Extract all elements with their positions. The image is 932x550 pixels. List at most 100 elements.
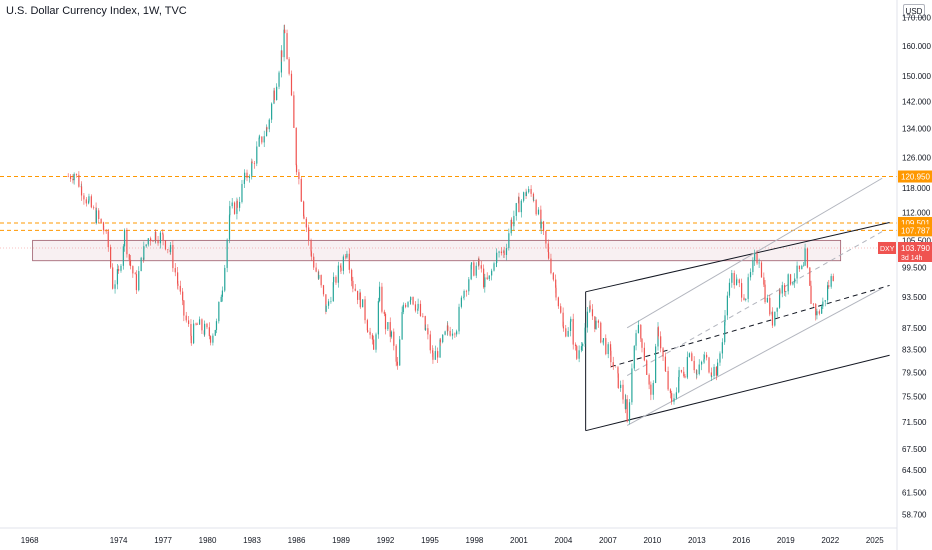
- y-tick-label: 58.700: [902, 510, 927, 519]
- zone-rect: [32, 239, 842, 262]
- candle-body: [417, 303, 419, 309]
- candle-body: [198, 319, 201, 325]
- candle-body: [129, 259, 132, 267]
- candle-body: [719, 353, 721, 363]
- candle-body: [209, 336, 212, 343]
- candle-body: [447, 325, 449, 331]
- candle-body: [286, 33, 288, 60]
- candle-body: [162, 232, 164, 235]
- candle-body: [686, 356, 688, 378]
- candle-body: [258, 136, 261, 138]
- candle-body: [794, 278, 796, 283]
- candle-body: [572, 318, 574, 345]
- candle-body: [208, 327, 210, 337]
- candle-body: [300, 179, 302, 202]
- candle-body: [145, 244, 147, 247]
- trendline: [626, 231, 883, 376]
- candle-body: [412, 296, 414, 305]
- candle-body: [123, 229, 126, 247]
- candle-body: [244, 172, 246, 180]
- candle-body: [552, 273, 554, 280]
- y-tick-label: 126.000: [902, 153, 931, 162]
- candle-body: [73, 173, 75, 181]
- level-label: 120.950: [901, 173, 930, 182]
- candle-body: [246, 172, 248, 178]
- candle-body: [256, 146, 258, 164]
- candle-body: [688, 353, 691, 357]
- candle-body: [804, 248, 806, 266]
- trendline: [585, 354, 890, 432]
- candle-body: [724, 321, 726, 343]
- candle-body: [118, 269, 120, 271]
- candle-body: [671, 393, 673, 402]
- candle-body: [747, 277, 749, 299]
- candle-body: [584, 327, 586, 344]
- candle-body: [88, 200, 90, 204]
- candle-body: [667, 371, 669, 390]
- candle-body: [427, 328, 429, 335]
- candle-body: [377, 301, 379, 335]
- candle-body: [69, 176, 72, 179]
- candle-body: [231, 202, 233, 207]
- candle-body: [505, 248, 508, 255]
- candle-body: [648, 374, 650, 385]
- candle-body: [432, 352, 434, 360]
- candle-body: [362, 299, 364, 308]
- candle-body: [756, 253, 758, 264]
- candle-body: [460, 297, 462, 307]
- candle-body: [478, 258, 480, 266]
- candle-body: [315, 267, 317, 272]
- candle-body: [424, 328, 427, 330]
- x-tick-label: 2010: [643, 536, 661, 545]
- candle-body: [560, 306, 562, 313]
- candle-body: [332, 282, 334, 302]
- candle-body: [508, 233, 510, 249]
- candle-body: [195, 323, 197, 325]
- candle-body: [193, 323, 195, 344]
- y-tick-label: 160.000: [902, 42, 931, 51]
- candle-body: [594, 316, 596, 329]
- y-tick-label: 93.500: [902, 293, 927, 302]
- candle-body: [569, 321, 572, 331]
- candle-body: [731, 273, 733, 283]
- candle-body: [396, 361, 398, 366]
- candle-body: [172, 244, 174, 269]
- candle-body: [832, 276, 834, 282]
- y-tick-label: 61.500: [902, 488, 927, 497]
- candle-body: [429, 334, 431, 351]
- candle-body: [503, 250, 505, 255]
- candle-body: [468, 279, 470, 292]
- candle-body: [801, 265, 803, 270]
- level-label-bg: [898, 224, 932, 237]
- candle-body: [463, 291, 465, 297]
- candles: [67, 24, 834, 425]
- candle-body: [614, 366, 617, 368]
- candle-body: [669, 389, 672, 394]
- candle-body: [610, 350, 612, 363]
- candle-body: [383, 311, 385, 314]
- candle-body: [185, 315, 187, 321]
- currency-button[interactable]: USD: [903, 4, 925, 18]
- candle-body: [458, 306, 460, 332]
- candle-body: [806, 248, 809, 268]
- candle-body: [182, 291, 184, 301]
- candle-body: [439, 339, 441, 343]
- candle-body: [641, 338, 643, 348]
- x-tick-label: 1986: [288, 536, 306, 545]
- candle-body: [395, 345, 397, 362]
- candle-body: [567, 330, 569, 337]
- candle-body: [711, 376, 713, 377]
- candle-body: [399, 339, 401, 366]
- candle-body: [381, 286, 383, 312]
- symbol-label-bg: [878, 241, 896, 254]
- candle-body: [665, 370, 667, 372]
- candle-body: [496, 252, 498, 263]
- candle-body: [635, 333, 637, 346]
- candle-body: [664, 356, 667, 371]
- candle-body: [241, 183, 243, 202]
- y-tick-label: 71.500: [902, 418, 927, 427]
- candle-body: [369, 331, 371, 335]
- candle-body: [574, 344, 577, 347]
- candle-body: [547, 252, 550, 259]
